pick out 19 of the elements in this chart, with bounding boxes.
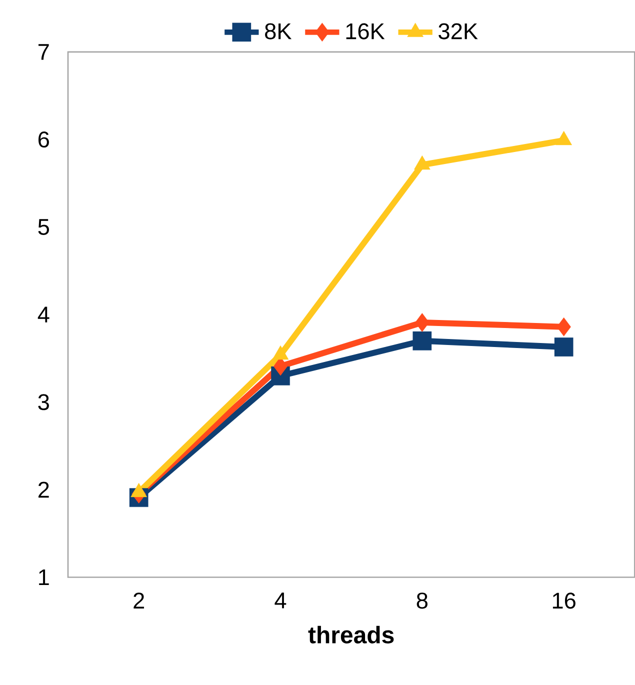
x-tick-label: 16 bbox=[552, 592, 576, 609]
point bbox=[554, 338, 574, 356]
legend-label: 32K bbox=[438, 23, 478, 40]
point bbox=[556, 317, 571, 336]
legend-label: 16K bbox=[346, 23, 385, 40]
y-tick-label: 3 bbox=[38, 394, 49, 410]
y-tick-label: 4 bbox=[38, 306, 50, 322]
y-tick-label: 6 bbox=[38, 131, 49, 148]
x-tick-label: 8 bbox=[416, 592, 428, 609]
point bbox=[415, 313, 430, 332]
point bbox=[412, 331, 432, 350]
y-tick-label: 1 bbox=[39, 569, 49, 586]
x-tick-label: 4 bbox=[274, 592, 286, 608]
x-tick-label: 2 bbox=[134, 592, 144, 608]
y-tick-label: 7 bbox=[38, 44, 49, 60]
x-axis-title: threads bbox=[308, 626, 394, 644]
legend-label: 8K bbox=[265, 23, 292, 40]
y-tick-label: 5 bbox=[38, 219, 49, 235]
y-tick-label: 2 bbox=[38, 482, 49, 498]
